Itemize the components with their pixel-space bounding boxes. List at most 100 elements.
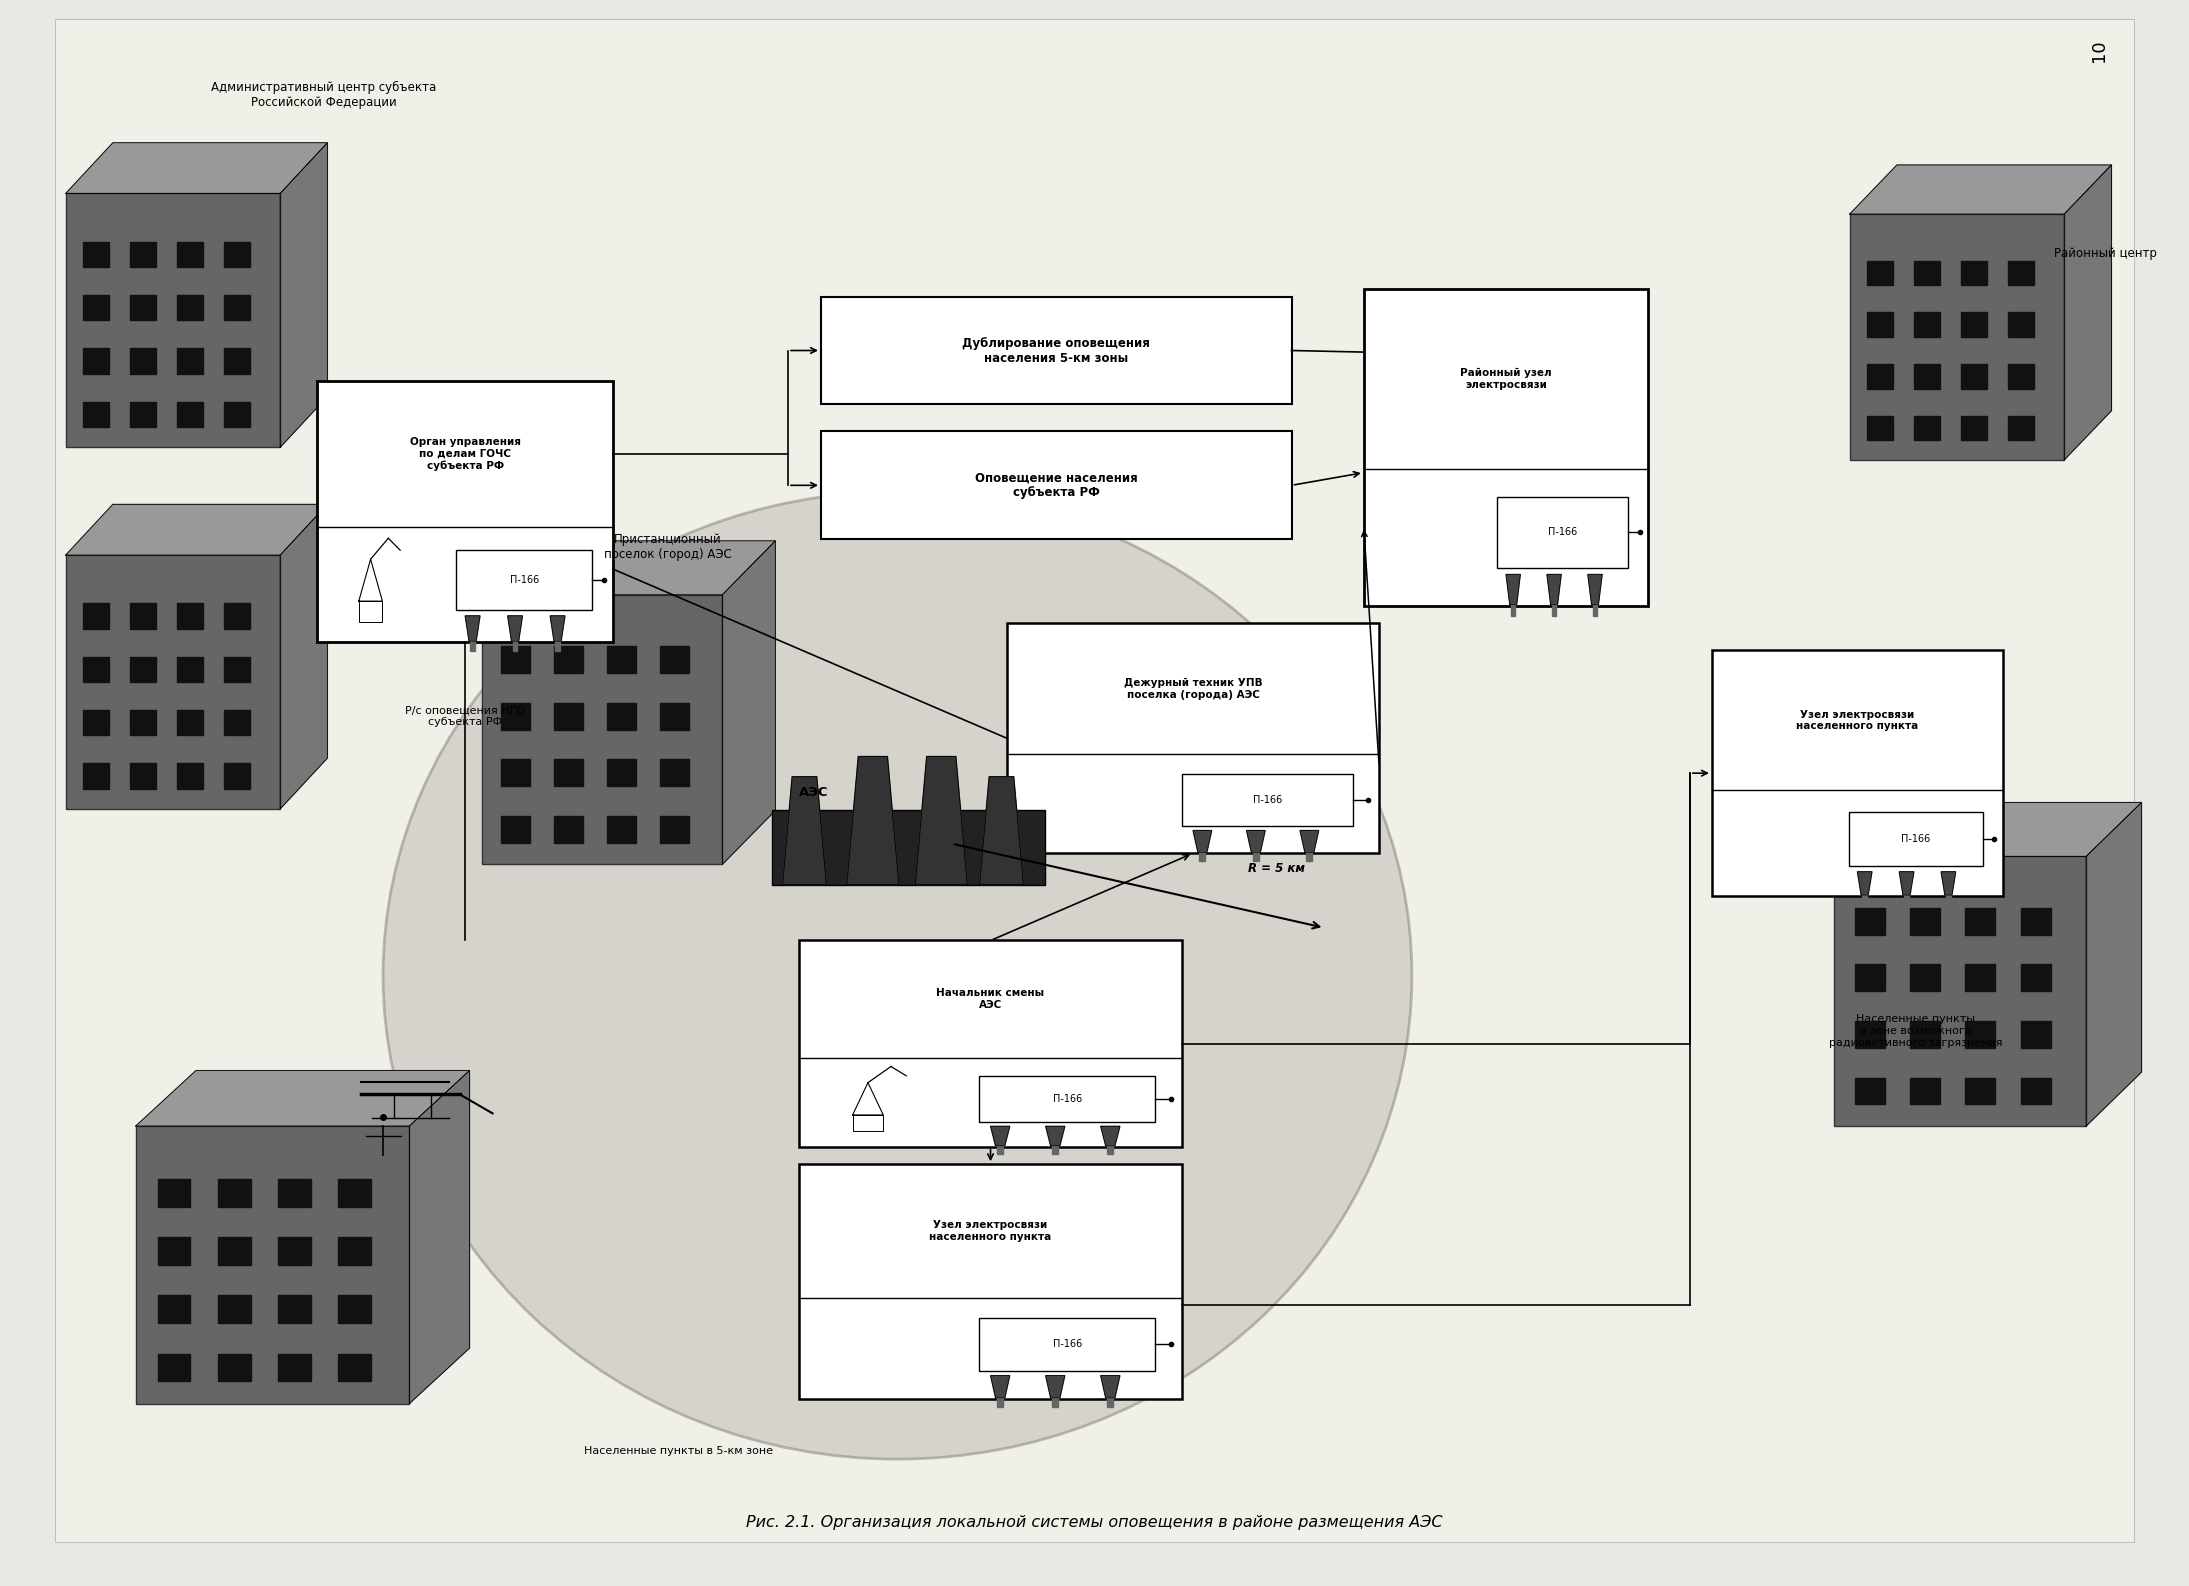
Bar — [1834, 856, 2086, 1126]
Bar — [501, 703, 530, 730]
Bar — [83, 241, 109, 266]
Polygon shape — [1858, 872, 1872, 895]
Bar — [129, 349, 155, 374]
Bar — [177, 241, 204, 266]
Bar — [129, 711, 155, 736]
Bar — [1913, 260, 1939, 285]
Polygon shape — [1548, 574, 1561, 604]
Polygon shape — [66, 143, 328, 193]
Bar — [337, 1178, 370, 1207]
Bar — [1867, 260, 1893, 285]
Polygon shape — [915, 757, 968, 885]
Bar — [1182, 774, 1353, 826]
Bar — [66, 193, 280, 447]
Bar — [606, 646, 635, 672]
Bar — [1867, 312, 1893, 338]
Bar — [1961, 260, 1988, 285]
Bar — [83, 763, 109, 788]
Bar — [359, 601, 383, 622]
Bar — [129, 657, 155, 682]
Bar — [1966, 964, 1996, 991]
Bar — [317, 381, 613, 642]
Bar — [1966, 907, 1996, 934]
Bar — [1913, 416, 1939, 441]
Bar — [2020, 964, 2051, 991]
Polygon shape — [1863, 895, 1867, 904]
Bar — [278, 1296, 311, 1323]
Bar — [978, 1318, 1156, 1370]
Bar — [455, 550, 593, 611]
Bar — [217, 1354, 250, 1381]
Bar — [158, 1237, 190, 1266]
Text: Оповещение населения
субъекта РФ: Оповещение населения субъекта РФ — [974, 471, 1138, 500]
Bar — [278, 1178, 311, 1207]
Bar — [129, 603, 155, 628]
Bar — [225, 401, 250, 427]
Polygon shape — [280, 143, 328, 447]
Polygon shape — [1046, 1126, 1064, 1145]
Polygon shape — [998, 1145, 1003, 1153]
Polygon shape — [978, 777, 1022, 885]
Bar — [1909, 1021, 1939, 1048]
Bar — [83, 711, 109, 736]
Bar — [1913, 312, 1939, 338]
Polygon shape — [998, 1397, 1003, 1407]
Bar — [501, 760, 530, 787]
Polygon shape — [549, 615, 565, 641]
Bar — [225, 603, 250, 628]
Polygon shape — [722, 541, 775, 864]
Polygon shape — [556, 641, 560, 652]
Bar — [217, 1296, 250, 1323]
Polygon shape — [1046, 1375, 1064, 1397]
Polygon shape — [512, 641, 517, 652]
Polygon shape — [1510, 604, 1515, 617]
Text: R = 5 км: R = 5 км — [1248, 863, 1305, 875]
Bar — [129, 401, 155, 427]
Polygon shape — [1900, 872, 1913, 895]
Bar — [799, 940, 1182, 1147]
Bar — [2020, 907, 2051, 934]
Polygon shape — [1594, 604, 1598, 617]
Bar — [83, 295, 109, 320]
Polygon shape — [1850, 165, 2112, 214]
Bar — [554, 646, 582, 672]
Bar — [1712, 650, 2003, 896]
Bar — [1966, 1021, 1996, 1048]
Bar — [1909, 1077, 1939, 1104]
Bar — [83, 657, 109, 682]
Bar — [1854, 1021, 1885, 1048]
Bar — [606, 760, 635, 787]
Text: П-166: П-166 — [1053, 1094, 1081, 1104]
Text: Районный центр: Районный центр — [2055, 247, 2156, 260]
Bar — [225, 295, 250, 320]
Bar — [1850, 812, 1983, 866]
Text: Начальник смены
АЭС: Начальник смены АЭС — [937, 988, 1044, 1010]
Bar — [225, 711, 250, 736]
Polygon shape — [1904, 895, 1909, 904]
Text: Дублирование оповещения
населения 5-км зоны: Дублирование оповещения населения 5-км з… — [963, 336, 1149, 365]
Bar — [177, 401, 204, 427]
Text: Узел электросвязи
населенного пункта: Узел электросвязи населенного пункта — [1797, 709, 1918, 731]
Bar — [1497, 496, 1629, 568]
Bar — [2020, 1021, 2051, 1048]
Bar — [337, 1237, 370, 1266]
Polygon shape — [1053, 1397, 1057, 1407]
Text: Районный узел
электросвязи: Районный узел электросвязи — [1460, 368, 1552, 390]
Bar — [606, 815, 635, 842]
Bar — [66, 555, 280, 809]
Bar — [659, 703, 690, 730]
Polygon shape — [1834, 803, 2141, 856]
Bar — [129, 241, 155, 266]
Polygon shape — [136, 1071, 468, 1126]
Bar — [1913, 365, 1939, 389]
Bar — [129, 295, 155, 320]
Bar — [554, 760, 582, 787]
Bar — [225, 349, 250, 374]
Polygon shape — [466, 615, 479, 641]
Polygon shape — [1300, 831, 1318, 852]
Polygon shape — [992, 1126, 1009, 1145]
Text: Рис. 2.1. Организация локальной системы оповещения в районе размещения АЭС: Рис. 2.1. Организация локальной системы … — [746, 1515, 1443, 1530]
Bar — [129, 763, 155, 788]
Bar — [659, 760, 690, 787]
Polygon shape — [1200, 852, 1206, 861]
